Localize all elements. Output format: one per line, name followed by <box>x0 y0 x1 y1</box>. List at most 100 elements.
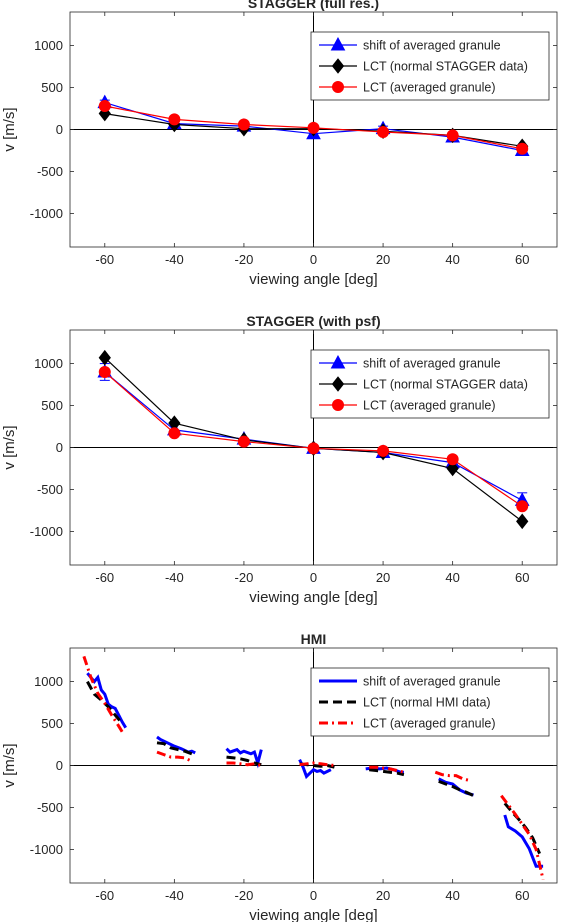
x-tick-label: 40 <box>445 570 459 585</box>
x-tick-label: 20 <box>376 570 390 585</box>
x-tick-label: -60 <box>95 252 114 267</box>
x-tick-label: -60 <box>95 888 114 903</box>
series-line-segment <box>156 741 193 756</box>
chart-panel-2: -60 -40 -20 0 20 40 60 1000 500 0 -500 -1000 STAGGER… <box>1 313 558 606</box>
series-line-segment <box>434 770 471 783</box>
data-point-circle <box>377 444 390 457</box>
chart-title: HMI <box>301 631 327 647</box>
series-line-segment <box>226 761 262 767</box>
x-tick-label: -40 <box>165 888 184 903</box>
legend-swatch-marker <box>331 58 345 74</box>
y-tick-label: -500 <box>37 164 63 179</box>
legend-swatch-marker <box>330 354 346 369</box>
legend-label: shift of averaged granule <box>363 357 501 371</box>
series-line-segment <box>503 802 541 855</box>
x-tick-label: -20 <box>235 252 254 267</box>
y-axis-label: v [m/s] <box>1 107 18 151</box>
legend-label: LCT (normal STAGGER data) <box>363 378 528 392</box>
series-1 <box>86 672 544 868</box>
y-axis-label: v [m/s] <box>1 425 18 469</box>
series-line-segment <box>298 758 332 780</box>
series-line-segment <box>299 761 335 767</box>
legend-label: LCT (normal STAGGER data) <box>363 60 528 74</box>
legend-swatch-marker <box>330 36 346 51</box>
series-line-segment <box>156 735 196 755</box>
series-line-segment <box>500 794 545 880</box>
x-tick-label: 40 <box>445 888 459 903</box>
y-tick-label: 1000 <box>34 356 63 371</box>
y-tick-label: -500 <box>37 800 63 815</box>
data-point-circle <box>446 453 459 466</box>
legend-label: LCT (normal HMI data) <box>363 696 491 710</box>
series-line-segment <box>86 672 127 729</box>
x-tick-label: -60 <box>95 570 114 585</box>
x-tick-label: 0 <box>310 570 317 585</box>
chart-title: STAGGER (with psf) <box>246 313 380 329</box>
x-tick-label: 0 <box>310 888 317 903</box>
chart-title: STAGGER (full res.) <box>248 0 379 11</box>
x-tick-label: 40 <box>445 252 459 267</box>
legend-label: LCT (averaged granule) <box>363 81 495 95</box>
y-tick-label: 0 <box>56 122 63 137</box>
legend-swatch-marker <box>331 376 345 392</box>
series-line-segment <box>438 779 475 798</box>
y-tick-label: 500 <box>41 716 63 731</box>
y-tick-label: -1000 <box>30 842 63 857</box>
legend-label: LCT (averaged granule) <box>363 717 495 731</box>
x-tick-label: -40 <box>165 252 184 267</box>
y-tick-label: 1000 <box>34 674 63 689</box>
data-point-diamond <box>516 513 529 530</box>
y-tick-label: 1000 <box>34 38 63 53</box>
data-point-circle <box>168 113 181 126</box>
x-tick-label: 0 <box>310 252 317 267</box>
data-point-circle <box>446 129 459 142</box>
data-point-circle <box>516 500 529 513</box>
y-tick-label: 500 <box>41 398 63 413</box>
legend: shift of averaged granule LCT (normal HMI… <box>310 667 550 737</box>
x-tick-label: -20 <box>235 570 254 585</box>
series-line-segment <box>503 814 544 868</box>
series-line-segment <box>156 750 193 763</box>
series-3 <box>82 655 545 880</box>
legend-label: LCT (averaged granule) <box>363 399 495 413</box>
legend-label: shift of averaged granule <box>363 39 501 53</box>
data-point-circle <box>98 100 111 112</box>
y-tick-label: -500 <box>37 482 63 497</box>
series-line-segment <box>226 755 262 767</box>
x-tick-label: 20 <box>376 888 390 903</box>
x-axis-label: viewing angle [deg] <box>249 907 377 922</box>
y-tick-label: -1000 <box>30 206 63 221</box>
x-tick-label: -40 <box>165 570 184 585</box>
data-point-circle <box>516 142 529 155</box>
data-point-circle <box>98 365 111 378</box>
y-tick-label: 0 <box>56 440 63 455</box>
legend-label: shift of averaged granule <box>363 675 501 689</box>
data-point-diamond <box>446 460 459 477</box>
y-tick-label: -1000 <box>30 524 63 539</box>
x-tick-label: -20 <box>235 888 254 903</box>
x-axis-label: viewing angle [deg] <box>249 271 377 288</box>
series-line-segment <box>225 747 263 769</box>
data-point-circle <box>168 427 181 440</box>
data-point-circle <box>307 121 320 134</box>
y-tick-label: 0 <box>56 758 63 773</box>
legend: shift of averaged granule LCT (normal STA… <box>310 349 550 419</box>
x-tick-label: 20 <box>376 252 390 267</box>
legend-swatch-marker <box>332 399 344 411</box>
x-tick-label: 60 <box>515 252 529 267</box>
chart-panel-3: -60 -40 -20 0 20 40 60 1000 500 0 -500 -1000 HMI view… <box>1 631 558 922</box>
data-point-circle <box>237 435 250 448</box>
data-point-circle <box>307 442 320 455</box>
series-3 <box>98 365 529 513</box>
x-tick-label: 60 <box>515 888 529 903</box>
y-axis-label: v [m/s] <box>1 743 18 787</box>
legend-swatch-marker <box>332 81 344 93</box>
y-tick-label: 500 <box>41 80 63 95</box>
chart-panel-1: -60 -40 -20 0 20 40 60 1000 500 0 -500 -1000 STAGGER… <box>1 0 558 288</box>
data-point-circle <box>377 126 390 139</box>
series-line-segment <box>369 765 405 774</box>
x-axis-label: viewing angle [deg] <box>249 589 377 606</box>
series-line-segment <box>82 655 124 733</box>
legend-box <box>310 667 550 737</box>
